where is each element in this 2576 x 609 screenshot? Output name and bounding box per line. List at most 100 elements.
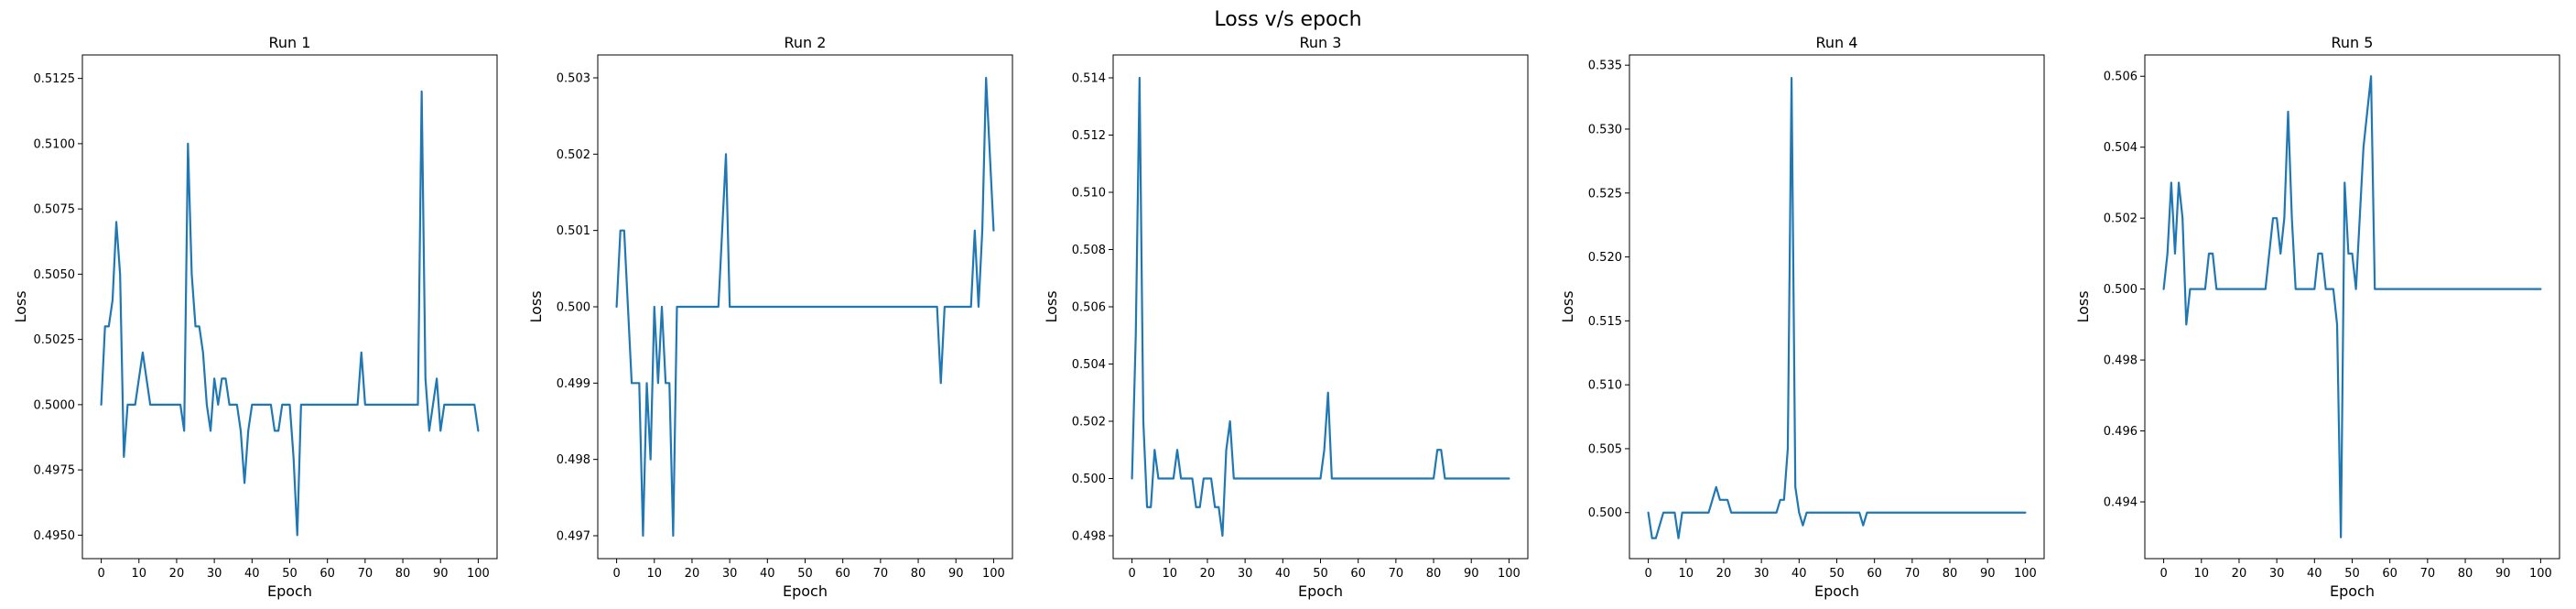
x-tick-label: 50 xyxy=(1829,567,1845,581)
x-tick-label: 90 xyxy=(2495,567,2511,581)
x-tick-label: 100 xyxy=(2014,567,2037,581)
x-tick-label: 90 xyxy=(1464,567,1479,581)
x-tick-label: 100 xyxy=(1498,567,1521,581)
x-tick-label: 10 xyxy=(2193,567,2209,581)
x-tick-label: 60 xyxy=(2382,567,2397,581)
x-tick-label: 80 xyxy=(1426,567,1442,581)
axes-frame xyxy=(1112,54,1529,560)
x-tick-label: 0 xyxy=(2159,567,2167,581)
y-tick-label: 0.501 xyxy=(557,224,590,238)
axes-frame xyxy=(1629,54,2045,560)
x-tick-label: 10 xyxy=(646,567,662,581)
subplot-3: Run 3 0 10 20 30 40 50 60 70 80 90 100 0.498 0.500 0.5… xyxy=(1043,34,1529,600)
loss-line xyxy=(615,76,995,538)
loss-line xyxy=(1647,77,2027,539)
x-tick-label: 100 xyxy=(2529,567,2552,581)
y-axis-label: Loss xyxy=(12,290,29,322)
x-tick-label: 50 xyxy=(1313,567,1328,581)
x-tick-label: 20 xyxy=(169,567,185,581)
x-tick-label: 70 xyxy=(2420,567,2436,581)
y-tick-label: 0.5050 xyxy=(34,268,76,282)
x-tick-label: 20 xyxy=(685,567,700,581)
x-tick-label: 40 xyxy=(1275,567,1291,581)
x-tick-label: 90 xyxy=(1980,567,1996,581)
y-tick-label: 0.535 xyxy=(1588,60,1622,73)
y-tick-label: 0.4950 xyxy=(34,529,76,543)
y-axis-label: Loss xyxy=(527,290,545,322)
y-tick-label: 0.512 xyxy=(1072,129,1106,143)
y-tick-label: 0.520 xyxy=(1588,251,1622,265)
y-tick-label: 0.502 xyxy=(2104,212,2138,226)
y-tick-label: 0.5125 xyxy=(34,72,76,86)
y-tick-label: 0.530 xyxy=(1588,123,1622,136)
y-tick-label: 0.510 xyxy=(1072,187,1106,201)
y-tick-label: 0.502 xyxy=(1072,416,1106,430)
x-tick-label: 0 xyxy=(1644,567,1651,581)
y-tick-label: 0.508 xyxy=(1072,244,1106,257)
y-tick-label: 0.4975 xyxy=(34,464,76,478)
y-tick-label: 0.500 xyxy=(2104,283,2138,297)
y-axis-label: Loss xyxy=(1043,290,1060,322)
y-tick-label: 0.510 xyxy=(1588,379,1622,393)
x-tick-label: 70 xyxy=(873,567,889,581)
x-tick-label: 30 xyxy=(207,567,222,581)
axes-frame xyxy=(2144,54,2560,560)
x-tick-label: 60 xyxy=(835,567,850,581)
y-tick-label: 0.498 xyxy=(2104,354,2138,368)
x-tick-label: 70 xyxy=(1389,567,1404,581)
x-tick-label: 40 xyxy=(2307,567,2322,581)
x-tick-label: 60 xyxy=(319,567,335,581)
x-axis-label: Epoch xyxy=(1298,582,1343,600)
y-tick-label: 0.504 xyxy=(1072,358,1106,372)
x-tick-label: 30 xyxy=(1754,567,1770,581)
y-tick-label: 0.5025 xyxy=(34,333,76,347)
subplot-4: Run 4 0 10 20 30 40 50 60 70 80 90 100 0.500 0.505 0.5… xyxy=(1559,34,2045,600)
x-tick-label: 0 xyxy=(612,567,620,581)
x-tick-label: 60 xyxy=(1350,567,1366,581)
x-tick-label: 100 xyxy=(467,567,490,581)
subplot-title: Run 3 xyxy=(1300,34,1342,51)
x-tick-label: 40 xyxy=(760,567,775,581)
subplot-2: Run 2 0 10 20 30 40 50 60 70 80 90 100 0.497 0.498 0.4… xyxy=(527,34,1013,600)
subplot-1: Run 1 0 10 20 30 40 50 60 70 80 90 100 0.4950 0.4975 0… xyxy=(12,34,498,600)
y-tick-label: 0.499 xyxy=(557,377,590,391)
x-tick-label: 80 xyxy=(2458,567,2473,581)
x-tick-label: 60 xyxy=(1867,567,1882,581)
x-tick-label: 20 xyxy=(1716,567,1732,581)
y-tick-label: 0.505 xyxy=(1588,442,1622,456)
x-tick-label: 20 xyxy=(2232,567,2247,581)
x-tick-label: 10 xyxy=(131,567,146,581)
x-tick-label: 30 xyxy=(2269,567,2285,581)
x-tick-label: 40 xyxy=(1791,567,1807,581)
x-tick-label: 100 xyxy=(982,567,1005,581)
y-tick-label: 0.525 xyxy=(1588,187,1622,201)
panels: Run 10 10 20 30 40 50 60 70 80 90 1000.49500.49750… xyxy=(12,34,2560,600)
x-tick-label: 40 xyxy=(244,567,260,581)
x-tick-label: 50 xyxy=(282,567,298,581)
x-axis-label: Epoch xyxy=(2330,582,2375,600)
x-tick-label: 10 xyxy=(1678,567,1694,581)
x-tick-label: 10 xyxy=(1162,567,1177,581)
x-axis-label: Epoch xyxy=(783,582,828,600)
y-tick-label: 0.500 xyxy=(1588,506,1622,520)
subplot-title: Run 4 xyxy=(1816,34,1858,51)
y-tick-label: 0.500 xyxy=(557,301,590,315)
x-tick-label: 30 xyxy=(722,567,738,581)
x-tick-label: 80 xyxy=(395,567,411,581)
x-tick-label: 0 xyxy=(97,567,104,581)
x-tick-label: 70 xyxy=(1905,567,1921,581)
x-tick-label: 50 xyxy=(2344,567,2360,581)
y-tick-label: 0.503 xyxy=(557,72,590,86)
y-tick-label: 0.500 xyxy=(1072,473,1106,486)
y-tick-label: 0.497 xyxy=(557,530,590,544)
y-tick-label: 0.498 xyxy=(1072,530,1106,544)
y-tick-label: 0.496 xyxy=(2104,425,2138,439)
x-axis-label: Epoch xyxy=(1814,582,1859,600)
y-tick-label: 0.506 xyxy=(1072,301,1106,315)
y-tick-label: 0.504 xyxy=(2104,141,2138,155)
y-tick-label: 0.502 xyxy=(557,148,590,162)
x-tick-label: 0 xyxy=(1128,567,1135,581)
loss-line xyxy=(1131,76,1510,538)
y-tick-label: 0.506 xyxy=(2104,71,2138,84)
